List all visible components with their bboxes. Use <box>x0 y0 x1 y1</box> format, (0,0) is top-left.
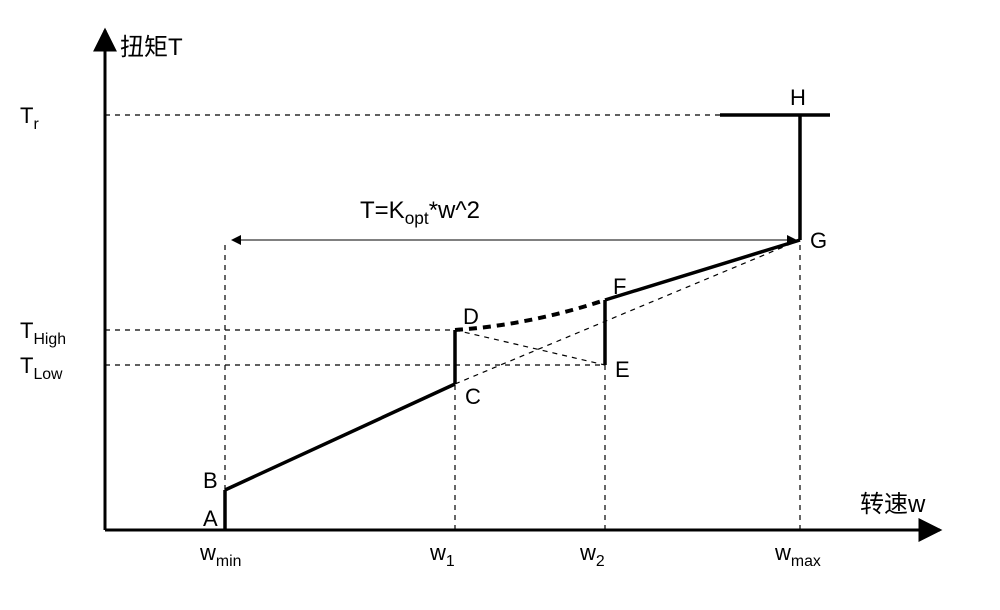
dash-DE <box>455 330 605 365</box>
y-tick-Tlow: TLow <box>20 353 63 383</box>
x-tick-wmax: wmax <box>774 540 821 570</box>
point-label-G: G <box>810 228 827 253</box>
point-label-H: H <box>790 85 806 110</box>
point-label-C: C <box>465 384 481 409</box>
segment-FG <box>605 240 800 300</box>
torque-speed-diagram: 扭矩T 转速w T=Kopt*w^2 AB C D E F G Hwmin w1 w2 wmax TLow… <box>0 0 1000 610</box>
y-axis-label: 扭矩T <box>120 34 183 61</box>
segment-BC <box>225 384 455 490</box>
equation-text: T=Kopt*w^2 <box>360 197 480 228</box>
x-tick-w2: w2 <box>579 540 605 570</box>
x-tick-wmin: wmin <box>199 540 241 570</box>
x-tick-w1: w1 <box>429 540 455 570</box>
point-label-B: B <box>203 468 218 493</box>
x-axis-label: 转速w <box>860 491 926 518</box>
point-label-A: A <box>203 506 218 531</box>
point-label-F: F <box>613 274 626 299</box>
y-tick-Tr: Tr <box>20 103 39 133</box>
point-label-E: E <box>615 357 630 382</box>
point-label-D: D <box>463 304 479 329</box>
y-tick-Thigh: THigh <box>20 318 66 348</box>
